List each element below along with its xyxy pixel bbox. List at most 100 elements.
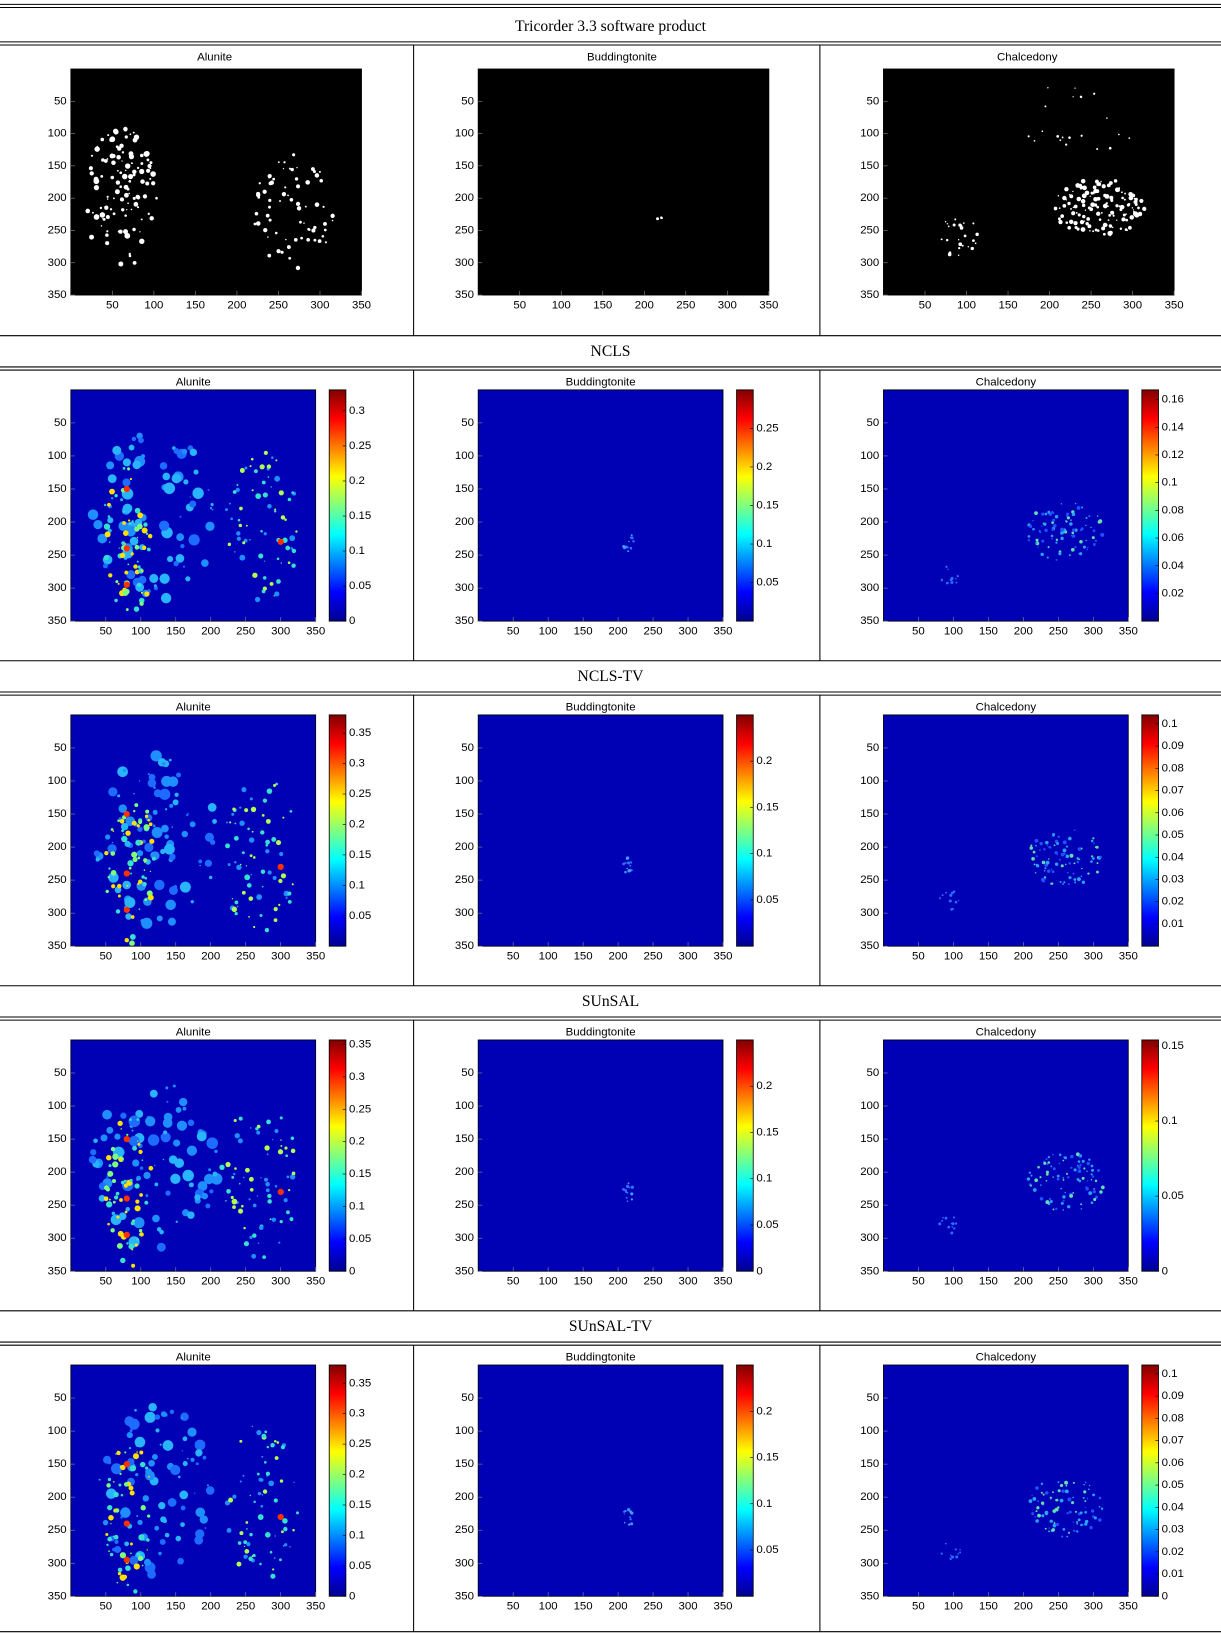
- image-feature: [284, 1543, 288, 1547]
- colorbar-tick-label: 0.3: [349, 1408, 365, 1420]
- image-feature: [228, 1497, 234, 1503]
- image-feature: [271, 456, 274, 459]
- image-feature: [123, 1556, 130, 1564]
- image-feature: [1072, 1481, 1075, 1484]
- image-feature: [243, 538, 248, 543]
- image-feature: [254, 211, 259, 216]
- image-feature: [111, 884, 116, 889]
- image-feature: [953, 1227, 956, 1230]
- image-feature: [227, 863, 231, 866]
- image-feature: [283, 161, 286, 164]
- image-feature: [1128, 195, 1134, 201]
- colorbar-tick-label: 0.15: [756, 500, 778, 512]
- image-feature: [1028, 524, 1033, 528]
- image-feature: [174, 792, 179, 797]
- image-feature: [295, 530, 298, 533]
- image-feature: [1076, 877, 1081, 882]
- image-feature: [130, 872, 133, 875]
- image-feature: [173, 1139, 181, 1147]
- image-feature: [85, 208, 91, 214]
- image-feature: [260, 830, 265, 835]
- x-tick-label: 350: [306, 1601, 325, 1613]
- y-tick-label: 300: [455, 1232, 474, 1244]
- image-feature: [188, 534, 200, 546]
- image-feature: [263, 560, 266, 562]
- x-tick-label: 100: [131, 1601, 150, 1613]
- image-feature: [147, 212, 150, 215]
- image-feature: [265, 843, 269, 847]
- image-feature: [1127, 225, 1132, 230]
- image-feature: [289, 809, 293, 813]
- image-feature: [1062, 195, 1067, 201]
- image-feature: [165, 899, 176, 911]
- image-feature: [122, 478, 131, 487]
- image-feature: [128, 444, 135, 451]
- x-tick-label: 300: [1084, 951, 1103, 963]
- image-feature: [249, 854, 253, 858]
- panel-title: Chalcedony: [976, 1352, 1037, 1364]
- image-feature: [1068, 1510, 1072, 1514]
- image-feature: [105, 215, 110, 219]
- image-feature: [110, 175, 115, 180]
- image-feature: [1052, 1167, 1056, 1171]
- colorbar: [1141, 1039, 1159, 1272]
- image-feature: [205, 1486, 215, 1495]
- image-feature: [133, 606, 140, 612]
- image-feature: [1071, 534, 1076, 538]
- image-feature: [169, 886, 178, 895]
- colorbar-tick-label: 0.3: [349, 1071, 365, 1083]
- colorbar: [1141, 714, 1159, 947]
- image-feature: [114, 189, 120, 195]
- image-feature: [135, 839, 142, 846]
- image-feature: [131, 436, 137, 442]
- image-feature: [1093, 1516, 1097, 1520]
- image-feature: [1098, 1505, 1101, 1508]
- y-tick-label: 350: [860, 615, 879, 627]
- image-feature: [232, 1205, 236, 1210]
- x-tick-label: 350: [713, 626, 732, 638]
- colorbar-tick-label: 0: [1162, 1590, 1168, 1602]
- colorbar-tick-label: 0.05: [1162, 829, 1184, 841]
- image-feature: [132, 131, 135, 134]
- image-feature: [1062, 1528, 1066, 1531]
- image-feature: [140, 179, 145, 184]
- section-title: Tricorder 3.3 software product: [515, 18, 707, 35]
- image-feature: [140, 591, 143, 594]
- image-feature: [243, 1226, 246, 1230]
- y-tick-label: 50: [54, 742, 67, 754]
- image-feature: [260, 1177, 262, 1179]
- image-feature: [177, 1557, 184, 1565]
- image-feature: [1124, 192, 1127, 195]
- image-feature: [120, 823, 129, 831]
- image-feature: [1034, 1178, 1039, 1183]
- image-feature: [262, 586, 267, 591]
- image-feature: [160, 1516, 167, 1523]
- image-feature: [124, 192, 129, 198]
- image-feature: [1072, 872, 1075, 875]
- image-feature: [263, 450, 268, 455]
- image-feature: [107, 1222, 110, 1226]
- image-feature: [111, 841, 114, 844]
- image-feature: [1045, 1170, 1049, 1174]
- image-feature: [262, 576, 267, 580]
- image-feature: [1076, 857, 1080, 860]
- x-tick-label: 250: [644, 1276, 663, 1288]
- image-feature: [142, 545, 147, 550]
- x-tick-label: 50: [919, 300, 932, 312]
- image-feature: [628, 1186, 631, 1189]
- image-feature: [146, 1549, 148, 1551]
- image-feature: [1139, 198, 1144, 203]
- image-feature: [1087, 224, 1092, 229]
- x-tick-label: 100: [539, 951, 558, 963]
- image-feature: [1093, 203, 1098, 207]
- image-feature: [1120, 204, 1125, 210]
- x-tick-label: 350: [759, 300, 778, 312]
- x-tick-label: 200: [201, 626, 220, 638]
- image-feature: [1098, 1496, 1102, 1500]
- abundance-image: [883, 68, 1175, 296]
- image-feature: [1029, 846, 1033, 850]
- image-feature: [165, 808, 168, 811]
- image-feature: [254, 596, 261, 603]
- image-feature: [107, 1536, 112, 1542]
- image-feature: [265, 1181, 270, 1187]
